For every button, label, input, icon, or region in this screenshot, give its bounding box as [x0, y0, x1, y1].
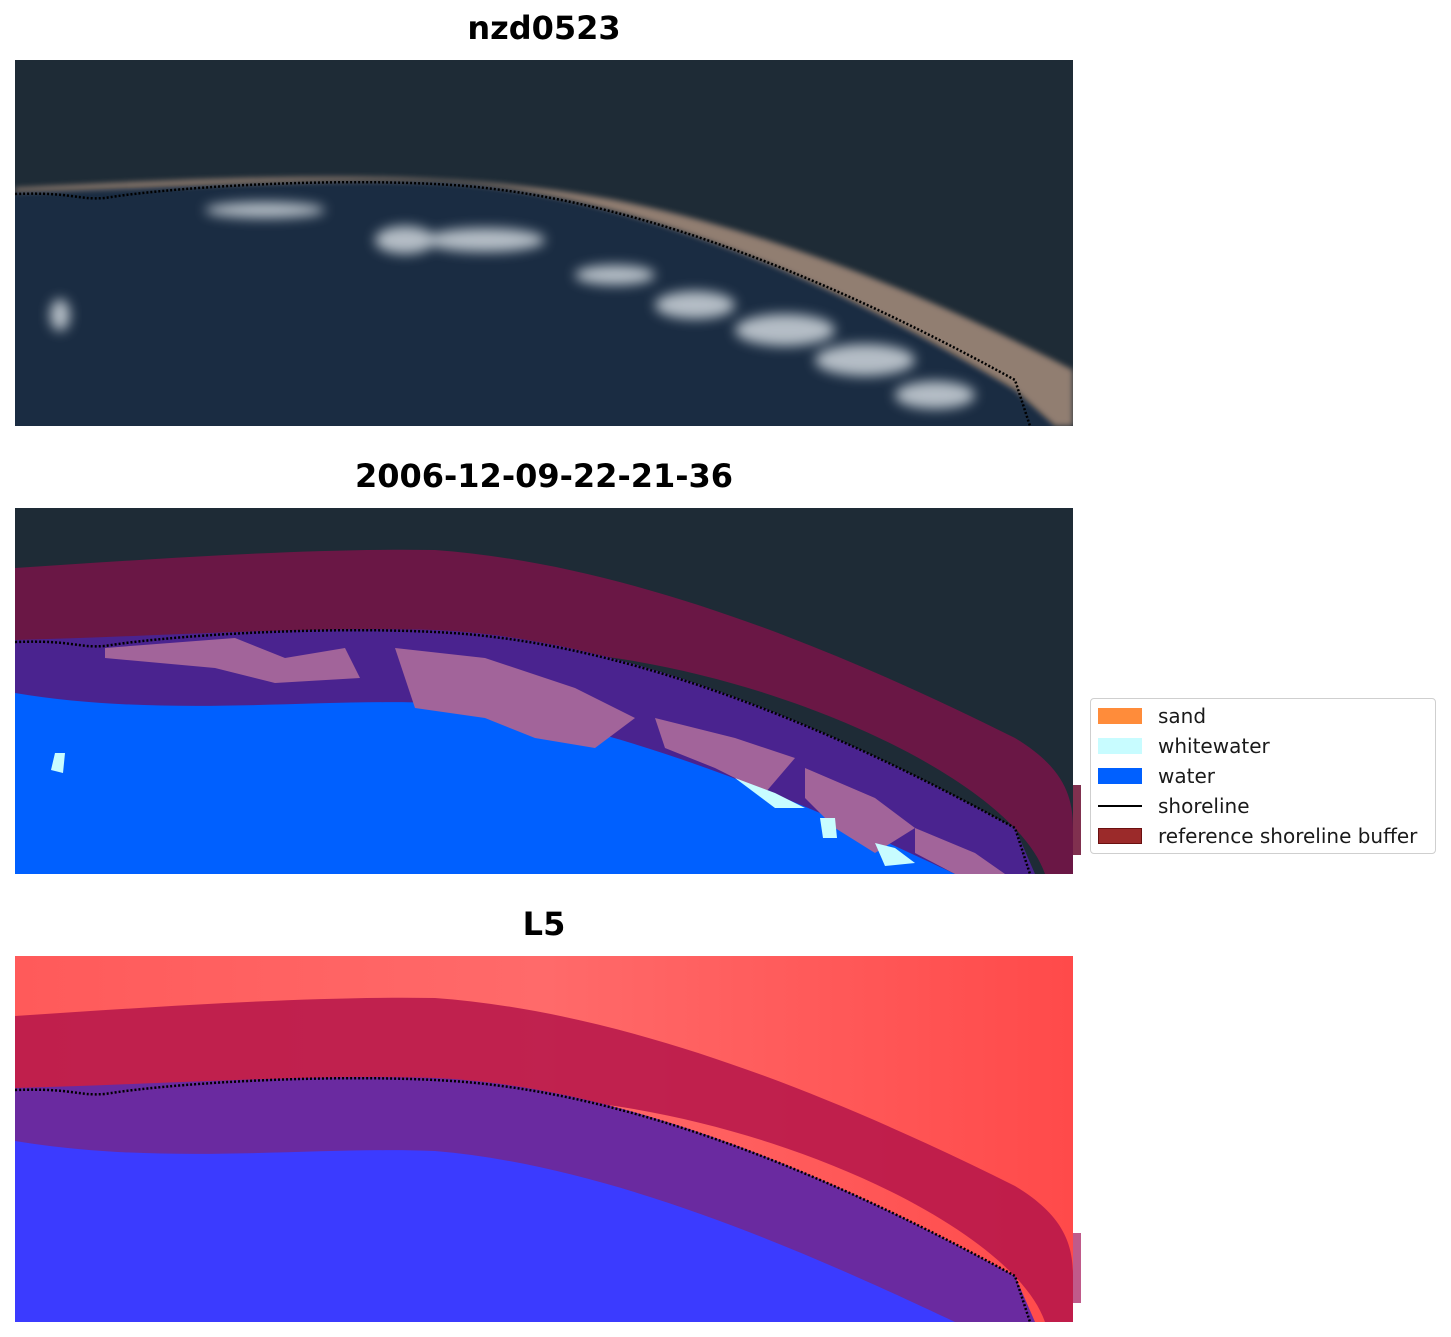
mndwi-image-panel	[15, 956, 1073, 1322]
classified-image-panel	[15, 508, 1073, 874]
buffer-swatch	[1098, 828, 1142, 844]
legend-label: reference shoreline buffer	[1158, 824, 1418, 848]
legend-item-whitewater: whitewater	[1098, 734, 1270, 758]
panel-title-classified: 2006-12-09-22-21-36	[354, 457, 734, 495]
buffer-edge-strip	[1073, 785, 1081, 855]
shoreline-line-swatch	[1098, 805, 1142, 807]
panel-title-mndwi: L5	[522, 905, 566, 943]
legend-label: whitewater	[1158, 734, 1270, 758]
sand-swatch	[1098, 708, 1142, 724]
water-swatch	[1098, 768, 1142, 784]
legend-label: water	[1158, 764, 1215, 788]
legend-label: shoreline	[1158, 794, 1250, 818]
buffer-edge-strip-l5	[1073, 1233, 1081, 1303]
legend: sand whitewater water shoreline referenc…	[1090, 698, 1436, 854]
panel-title-rgb: nzd0523	[467, 9, 621, 47]
whitewater-swatch	[1098, 738, 1142, 754]
legend-label: sand	[1158, 704, 1207, 728]
legend-item-water: water	[1098, 764, 1215, 788]
rgb-satellite-image	[15, 60, 1073, 426]
legend-item-buffer: reference shoreline buffer	[1098, 824, 1418, 848]
legend-item-shoreline: shoreline	[1098, 794, 1250, 818]
rgb-image-panel	[15, 60, 1073, 426]
classified-image	[15, 508, 1073, 874]
mndwi-image	[15, 956, 1073, 1322]
legend-item-sand: sand	[1098, 704, 1207, 728]
